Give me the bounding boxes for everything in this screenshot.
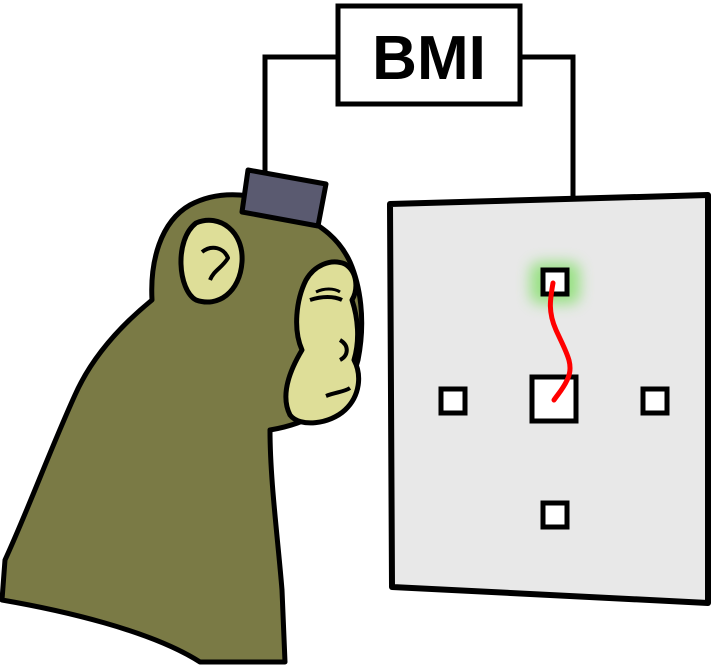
wire-to-screen <box>520 54 576 200</box>
monkey-eye <box>309 295 343 302</box>
bmi-label: BMI <box>372 24 486 93</box>
monkey-nose <box>338 338 349 362</box>
monkey-ear-inner <box>200 245 230 281</box>
monkey-eyelid <box>315 287 341 294</box>
monkey-mouth <box>325 386 352 398</box>
monitor-screen <box>387 192 711 606</box>
cursor-trajectory <box>547 280 573 403</box>
electrode-implant <box>239 167 329 229</box>
target-bottom <box>540 500 570 530</box>
bmi-box-frame <box>335 3 523 107</box>
bmi-box: BMI <box>335 3 523 107</box>
monkey-ear <box>178 217 245 305</box>
bmi-wires <box>262 54 576 200</box>
monkey-face <box>283 259 362 426</box>
target-right <box>640 386 670 416</box>
wire-to-implant <box>262 54 338 175</box>
monkey <box>0 192 365 665</box>
target-left <box>438 386 468 416</box>
